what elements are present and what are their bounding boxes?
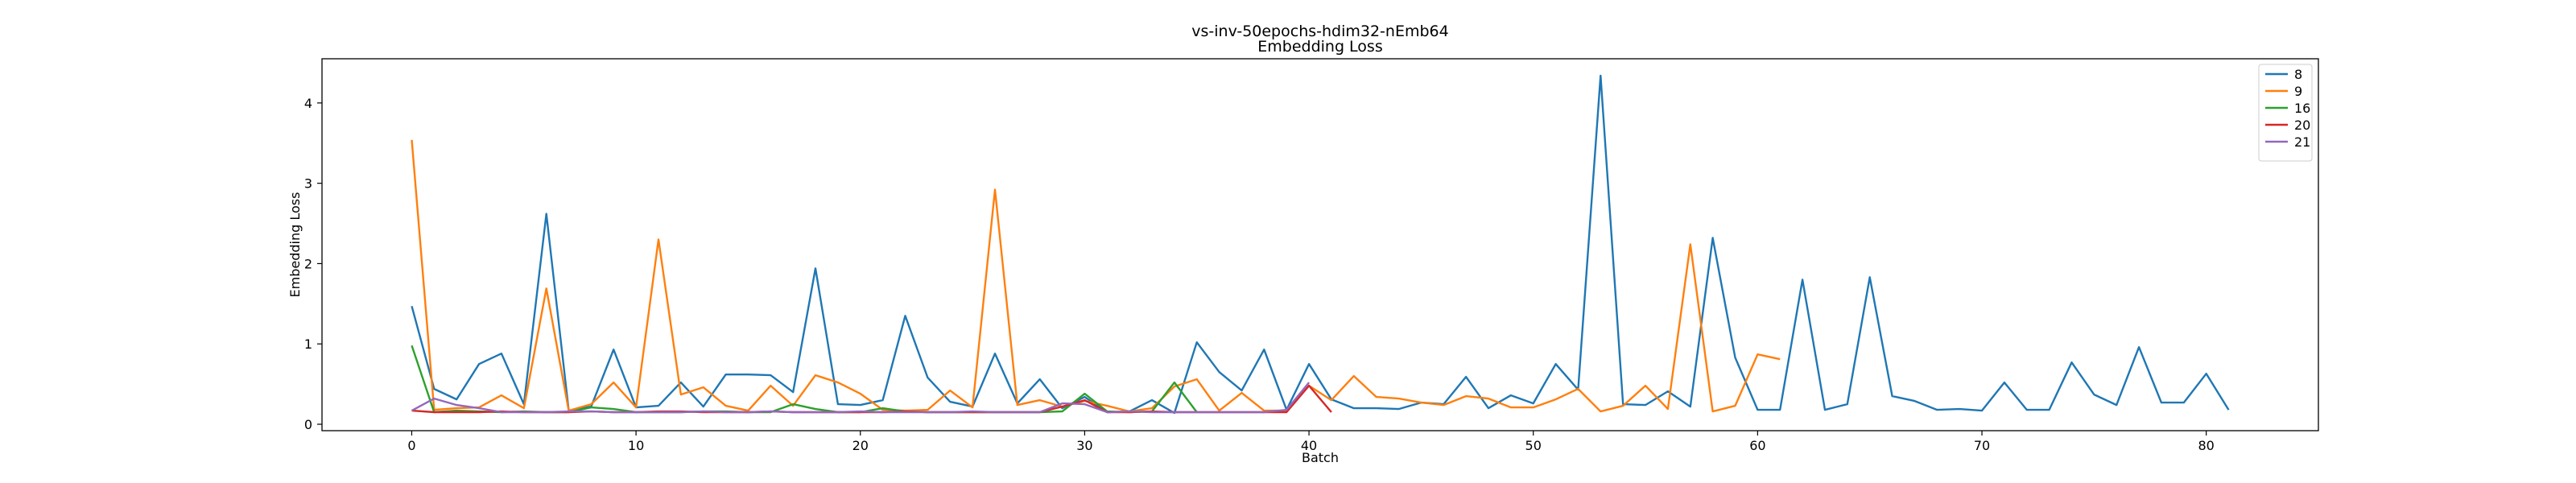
y-axis: 0 1 2 3 4 [304, 96, 322, 432]
legend-label-20: 20 [2294, 118, 2310, 133]
x-axis-label: Batch [1302, 450, 1339, 465]
y-tick-label: 3 [304, 176, 312, 192]
x-tick-label: 60 [1749, 438, 1765, 453]
legend-label-8: 8 [2294, 67, 2302, 82]
series-line-8 [411, 74, 2230, 415]
y-axis-label: Embedding Loss [287, 192, 303, 298]
x-tick-label: 80 [2198, 438, 2214, 453]
x-tick-label: 20 [852, 438, 869, 453]
x-tick-label: 40 [1301, 438, 1317, 453]
x-tick-label: 10 [628, 438, 644, 453]
y-tick-label: 2 [304, 256, 312, 271]
y-tick-label: 0 [304, 417, 312, 432]
legend-label-16: 16 [2294, 101, 2310, 116]
y-tick-label: 4 [304, 96, 312, 111]
plot-area [411, 74, 2230, 415]
chart-subtitle: Embedding Loss [1257, 38, 1382, 56]
legend-label-21: 21 [2294, 134, 2310, 150]
y-tick-label: 1 [304, 336, 312, 352]
x-tick-label: 30 [1076, 438, 1092, 453]
x-tick-label: 0 [407, 438, 415, 453]
x-tick-label: 70 [1974, 438, 1990, 453]
x-tick-label: 50 [1525, 438, 1542, 453]
x-axis: 0 10 20 30 40 50 60 70 80 [407, 431, 2215, 453]
axes-frame [321, 58, 2319, 431]
chart-title: vs-inv-50epochs-hdim32-nEmb64 [1191, 23, 1448, 40]
legend-label-9: 9 [2294, 84, 2302, 99]
series-line-21 [411, 382, 1311, 414]
legend-box [2258, 64, 2313, 162]
